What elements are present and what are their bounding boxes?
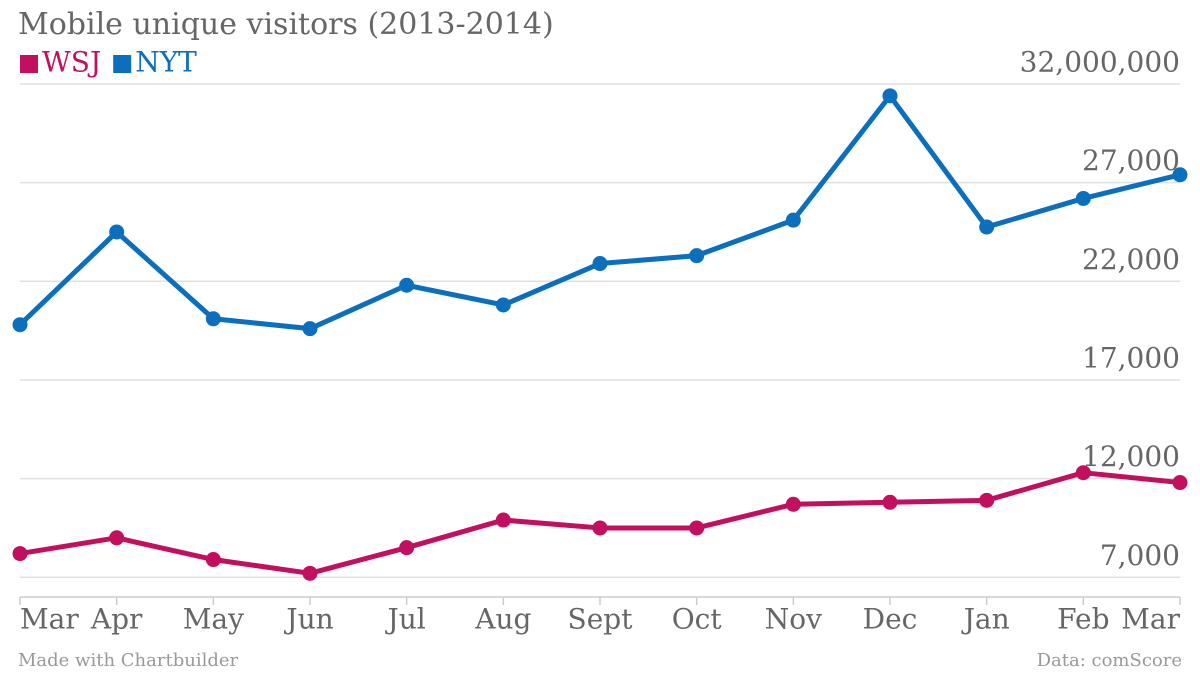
x-tick-label: May	[183, 603, 244, 636]
x-tick-label: Nov	[765, 603, 822, 636]
x-tick-label: Jul	[385, 603, 426, 636]
data-point	[1172, 475, 1188, 491]
x-tick-label: Dec	[863, 603, 918, 636]
data-point	[205, 311, 221, 327]
x-tick-label: Jan	[961, 603, 1010, 636]
y-tick-label: 7,000	[1100, 539, 1180, 572]
y-tick-label: 12,000	[1082, 440, 1180, 473]
data-point	[785, 212, 801, 228]
data-point	[689, 520, 705, 536]
x-tick-label: Feb	[1057, 603, 1109, 636]
data-point	[302, 565, 318, 581]
series-line	[18, 93, 1181, 332]
data-point	[399, 540, 415, 556]
data-point	[979, 492, 995, 508]
data-point	[109, 530, 125, 546]
data-point	[1075, 465, 1091, 481]
chart-title: Mobile unique visitors (2013-2014)	[18, 7, 554, 42]
legend-swatch	[20, 55, 38, 73]
y-tick-label: 17,000	[1082, 341, 1180, 374]
footer-credit: Made with Chartbuilder	[18, 650, 239, 671]
y-tick-label: 22,000	[1082, 243, 1180, 276]
data-point	[1172, 167, 1188, 183]
data-point	[12, 317, 28, 333]
data-point	[109, 224, 125, 240]
data-point	[592, 256, 608, 272]
data-point	[979, 219, 995, 235]
x-tick-label: Mar	[1121, 603, 1180, 636]
x-tick-label: Mar	[20, 603, 79, 636]
data-point	[882, 88, 898, 104]
footer-source: Data: comScore	[1037, 650, 1182, 671]
data-point	[1075, 190, 1091, 206]
data-point	[592, 520, 608, 536]
legend: WSJ NYT	[20, 46, 197, 79]
data-point	[205, 552, 221, 568]
data-point	[495, 512, 511, 528]
legend-label: NYT	[135, 46, 197, 79]
x-tick-label: Oct	[672, 603, 723, 636]
x-tick-label: Apr	[90, 603, 143, 636]
data-point	[399, 277, 415, 293]
data-point	[882, 494, 898, 510]
y-tick-label: 32,000,000	[1020, 46, 1180, 79]
legend-swatch	[113, 55, 132, 73]
x-tick-label: Jun	[283, 603, 333, 636]
data-point	[495, 297, 511, 313]
data-point	[785, 496, 801, 512]
x-tick-label: Sept	[568, 603, 634, 636]
legend-label: WSJ	[42, 46, 101, 79]
y-tick-label: 27,000	[1082, 144, 1180, 177]
data-point	[689, 248, 705, 264]
x-tick-label: Aug	[474, 603, 531, 636]
data-point	[12, 546, 28, 562]
data-point	[302, 321, 318, 337]
